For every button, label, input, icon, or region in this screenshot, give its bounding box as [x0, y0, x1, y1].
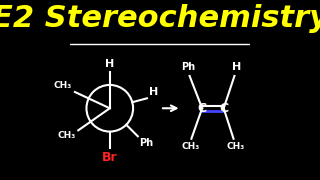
- Text: E2 Stereochemistry: E2 Stereochemistry: [0, 4, 320, 33]
- Text: CH₃: CH₃: [57, 131, 76, 140]
- Text: CH₃: CH₃: [54, 81, 72, 90]
- Text: C: C: [197, 102, 207, 115]
- Text: CH₃: CH₃: [181, 142, 200, 151]
- Text: H: H: [232, 62, 241, 72]
- Text: H: H: [105, 59, 115, 69]
- Text: Ph: Ph: [140, 138, 154, 148]
- Text: C: C: [219, 102, 228, 115]
- Text: CH₃: CH₃: [226, 142, 244, 151]
- Text: Br: Br: [102, 151, 117, 164]
- Text: H: H: [149, 87, 158, 96]
- Text: Ph: Ph: [181, 62, 195, 72]
